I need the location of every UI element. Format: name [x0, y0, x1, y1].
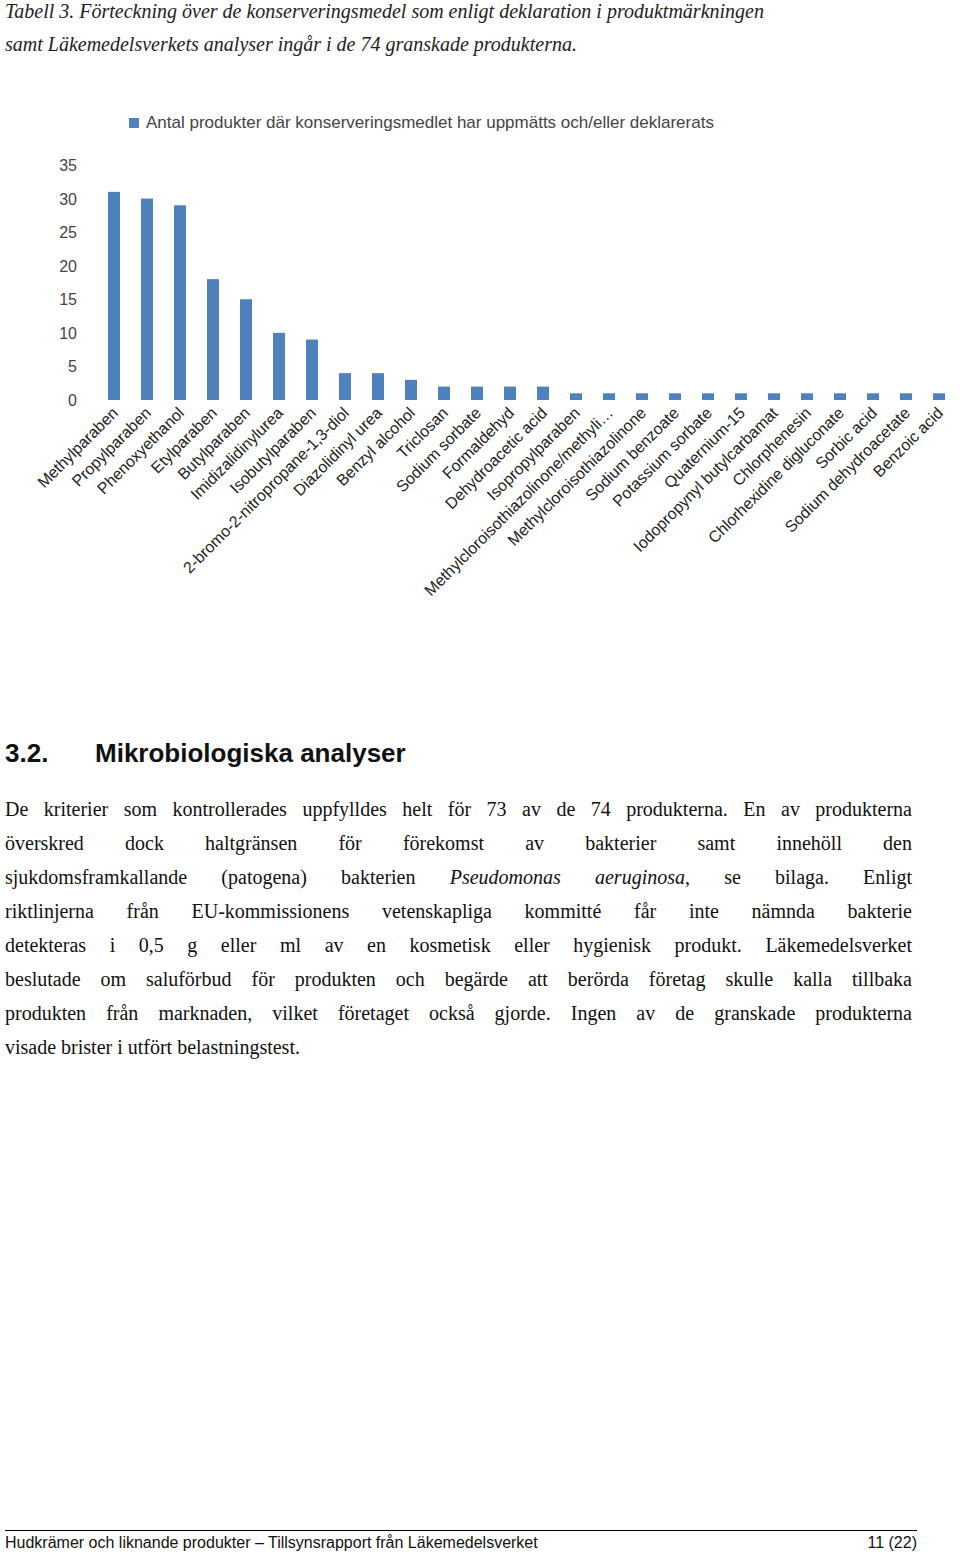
y-tick-label: 15 [59, 291, 77, 308]
bar [801, 393, 813, 400]
bar [636, 393, 648, 400]
paragraph-line: beslutade om saluförbud för produkten oc… [5, 968, 912, 991]
paragraph-line: produkten från marknaden, vilket företag… [5, 1002, 912, 1025]
footer-left: Hudkrämer och liknande produkter – Tills… [5, 1534, 538, 1552]
y-tick-label: 20 [59, 258, 77, 275]
section-title: Mikrobiologiska analyser [95, 738, 406, 769]
paragraph-line: riktlinjerna från EU-kommissionens veten… [5, 900, 912, 923]
bar [141, 199, 153, 400]
bar [933, 393, 945, 400]
bar [900, 393, 912, 400]
bar [174, 205, 186, 400]
y-tick-label: 25 [59, 224, 77, 241]
bar [240, 299, 252, 400]
bar [603, 393, 615, 400]
paragraph-line: visade brister i utfört belastningstest. [5, 1036, 912, 1059]
bar [537, 387, 549, 400]
paragraph-line: överskred dock haltgränsen för förekomst… [5, 832, 912, 855]
bar [735, 393, 747, 400]
y-tick-label: 0 [68, 392, 77, 409]
bar [834, 393, 846, 400]
paragraph-line: De kriterier som kontrollerades uppfylld… [5, 798, 912, 821]
bar [108, 192, 120, 400]
paragraph-line: sjukdomsframkallande (patogena) bakterie… [5, 866, 912, 889]
x-tick-label: Methylcloroisothiazolinone [504, 404, 649, 549]
footer-rule [5, 1530, 917, 1531]
bar [768, 393, 780, 400]
caption-line: samt Läkemedelsverkets analyser ingår i … [5, 33, 577, 56]
y-tick-label: 35 [59, 157, 77, 174]
bar [405, 380, 417, 400]
page: {"caption_lines": ["Tabell 3. Förtecknin… [0, 0, 960, 1554]
legend-swatch [129, 118, 139, 128]
chart: 05101520253035MethylparabenPropylparaben… [0, 0, 960, 700]
x-tick-label: Sodium dehydroacetate [782, 404, 914, 536]
bar [207, 279, 219, 400]
bar [273, 333, 285, 400]
y-tick-label: 5 [68, 358, 77, 375]
bar [702, 393, 714, 400]
x-tick-label: Methylcloroisothiazolinone/methyli… [421, 404, 616, 599]
bar [372, 373, 384, 400]
bar [306, 340, 318, 400]
legend-label: Antal produkter där konserveringsmedlet … [146, 113, 714, 132]
bars [108, 192, 945, 400]
x-tick-label: Chlorhexidine digluconate [705, 404, 847, 546]
x-tick-label: 2-bromo-2-nitropropane-1,3-diol [180, 404, 352, 576]
footer-right: 11 (22) [867, 1534, 917, 1552]
section-number: 3.2. [5, 738, 48, 769]
y-tick-label: 10 [59, 325, 77, 342]
bar [669, 393, 681, 400]
bar [438, 387, 450, 400]
bar [570, 393, 582, 400]
text: sjukdomsframkallande (patogena) bakterie… [5, 866, 450, 888]
bar [471, 387, 483, 400]
text: , se bilaga. Enligt [685, 866, 912, 888]
bar [339, 373, 351, 400]
italic-text: Pseudomonas aeruginosa [450, 866, 685, 888]
caption-line: Tabell 3. Förteckning över de konserveri… [5, 0, 764, 23]
bar [867, 393, 879, 400]
bar [504, 387, 516, 400]
paragraph-line: detekteras i 0,5 g eller ml av en kosmet… [5, 934, 912, 957]
y-tick-label: 30 [59, 191, 77, 208]
x-tick-label: Benzoic acid [870, 404, 946, 480]
